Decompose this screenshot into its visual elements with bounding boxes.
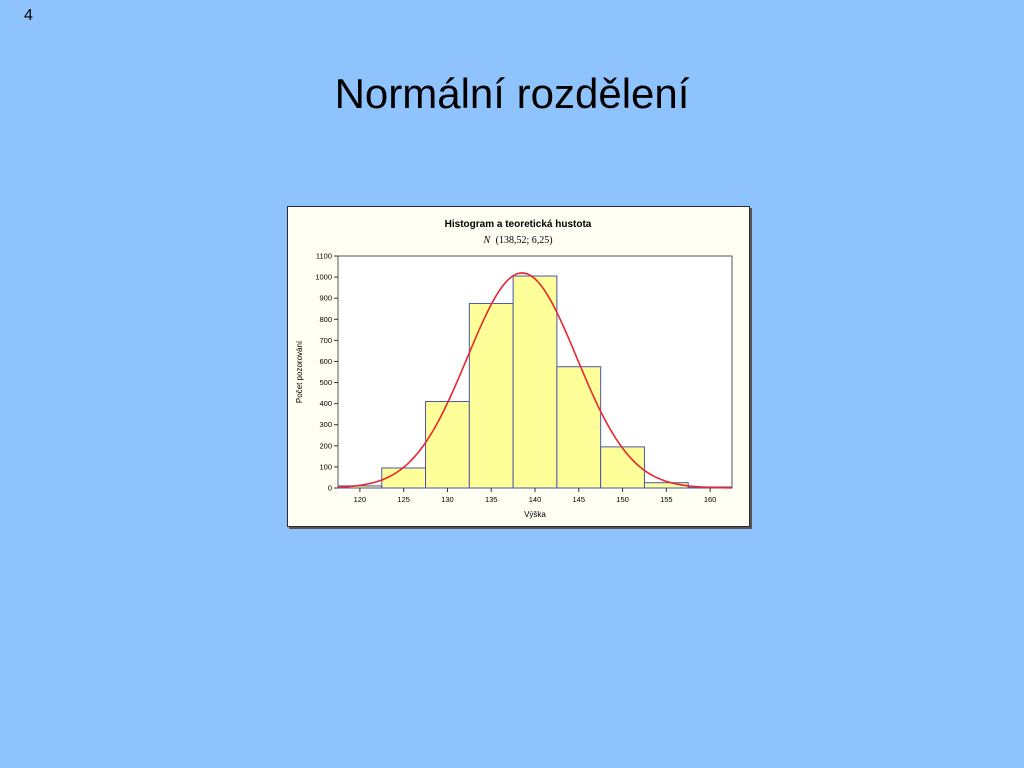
y-tick-label: 900 (319, 294, 332, 303)
y-tick-label: 600 (319, 357, 332, 366)
y-tick-label: 700 (319, 336, 332, 345)
x-tick-label: 125 (397, 495, 410, 504)
y-tick-label: 200 (319, 441, 332, 450)
x-tick-label: 160 (704, 495, 717, 504)
x-tick-label: 130 (441, 495, 454, 504)
x-tick-label: 145 (573, 495, 586, 504)
x-tick-label: 155 (660, 495, 673, 504)
histogram-chart: Histogram a teoretická hustota N (138,52… (287, 206, 750, 527)
chart-title: Histogram a teoretická hustota (445, 219, 592, 230)
histogram-svg: Histogram a teoretická hustota N (138,52… (295, 219, 733, 519)
x-tick-label: 150 (616, 495, 629, 504)
y-axis-label: Počet pozorování (295, 340, 304, 403)
slide-title: Normální rozdělení (334, 70, 690, 117)
histogram-bar (468, 302, 514, 489)
histogram-bar (425, 401, 470, 489)
y-tick-label: 300 (319, 420, 332, 429)
x-axis: 120 125 130 135 140 145 150 155 160 (354, 488, 717, 504)
histogram-bar (600, 446, 645, 489)
y-axis: 0 100 200 300 400 500 600 700 800 900 1000 1100 (315, 252, 338, 493)
y-tick-label: 1100 (316, 252, 332, 261)
slide-number: 4 (24, 7, 33, 24)
y-tick-label: 500 (319, 378, 332, 387)
y-tick-label: 100 (319, 462, 332, 471)
x-tick-label: 135 (485, 495, 498, 504)
subtitle-params: (138,52; 6,25) (496, 235, 553, 246)
x-tick-label: 120 (354, 495, 367, 504)
x-axis-label: Výška (524, 510, 546, 519)
density-curve (337, 272, 733, 489)
histogram-bar (556, 366, 602, 489)
y-tick-label: 0 (328, 484, 332, 493)
y-tick-label: 400 (319, 399, 332, 408)
histogram-bar (512, 275, 558, 489)
x-tick-label: 140 (529, 495, 542, 504)
y-tick-label: 800 (319, 315, 332, 324)
subtitle-dist-symbol: N (482, 235, 491, 246)
y-tick-label: 1000 (315, 273, 332, 282)
chart-subtitle: N (138,52; 6,25) (482, 235, 552, 246)
